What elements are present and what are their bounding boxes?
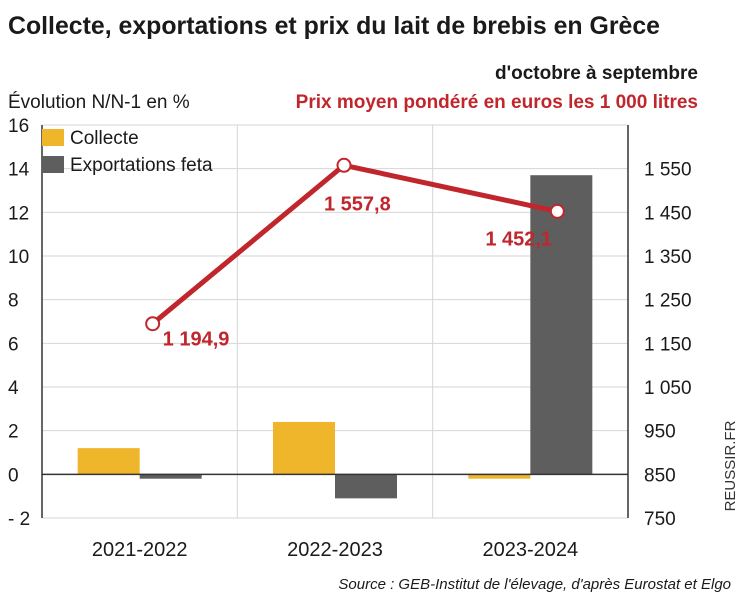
right-tick-label: 1 550 [644,160,692,181]
bar-exportations-feta [335,474,397,499]
bar-collecte [77,448,140,475]
bar-exportations-feta [530,175,593,475]
right-tick-label: 1 350 [644,247,692,268]
price-point [549,203,565,219]
right-axis: 750 850 950 1 050 1 150 1 250 1 350 1 450 1 550 [644,160,692,530]
legend-label-exportations: Exportations feta [70,155,213,176]
x-tick-label: 2022-2023 [287,539,383,561]
right-tick-label: 950 [644,422,676,443]
price-line: 1 194,9 1 557,8 1 452,1 [145,157,565,351]
left-tick-label: 0 [8,465,19,486]
bar-exportations-feta [139,474,202,479]
source-note: Source : GEB-Institut de l'élevage, d'ap… [338,576,731,593]
right-tick-label: 1 450 [644,203,692,224]
left-axis: - 2 0 2 4 6 8 10 12 14 16 [8,116,30,530]
price-point [336,157,352,173]
bars [77,175,593,499]
price-label: 1 452,1 [485,228,552,250]
grid [41,124,629,519]
left-tick-label: 12 [8,203,29,224]
bar-collecte [468,474,531,479]
legend-swatch-exportations [42,156,64,173]
chart-subtitle: d'octobre à septembre [495,63,698,84]
legend-label-collecte: Collecte [70,128,139,149]
left-tick-label: - 2 [8,509,30,530]
left-tick-label: 16 [8,116,29,137]
left-tick-label: 8 [8,291,19,312]
x-axis: 2021-2022 2022-2023 2023-2024 [92,539,578,561]
right-tick-label: 1 250 [644,291,692,312]
right-axis-label: Prix moyen pondéré en euros les 1 000 li… [296,92,698,113]
right-tick-label: 750 [644,509,676,530]
x-tick-label: 2021-2022 [92,539,188,561]
legend-swatch-collecte [42,129,64,146]
left-tick-label: 2 [8,422,19,443]
bar-collecte [273,421,335,475]
right-tick-label: 1 050 [644,378,692,399]
left-axis-label: Évolution N/N-1 en % [8,92,190,113]
left-tick-label: 10 [8,247,29,268]
chart-title: Collecte, exportations et prix du lait d… [8,12,660,40]
watermark: REUSSIR.FR [722,420,739,511]
left-tick-label: 14 [8,160,30,181]
legend: Collecte Exportations feta [42,128,213,176]
price-label: 1 194,9 [163,329,230,351]
x-tick-label: 2023-2024 [483,539,579,561]
price-point [145,316,161,332]
left-tick-label: 6 [8,334,19,355]
price-label: 1 557,8 [324,193,391,215]
left-tick-label: 4 [8,378,19,399]
right-tick-label: 850 [644,465,676,486]
right-tick-label: 1 150 [644,334,692,355]
